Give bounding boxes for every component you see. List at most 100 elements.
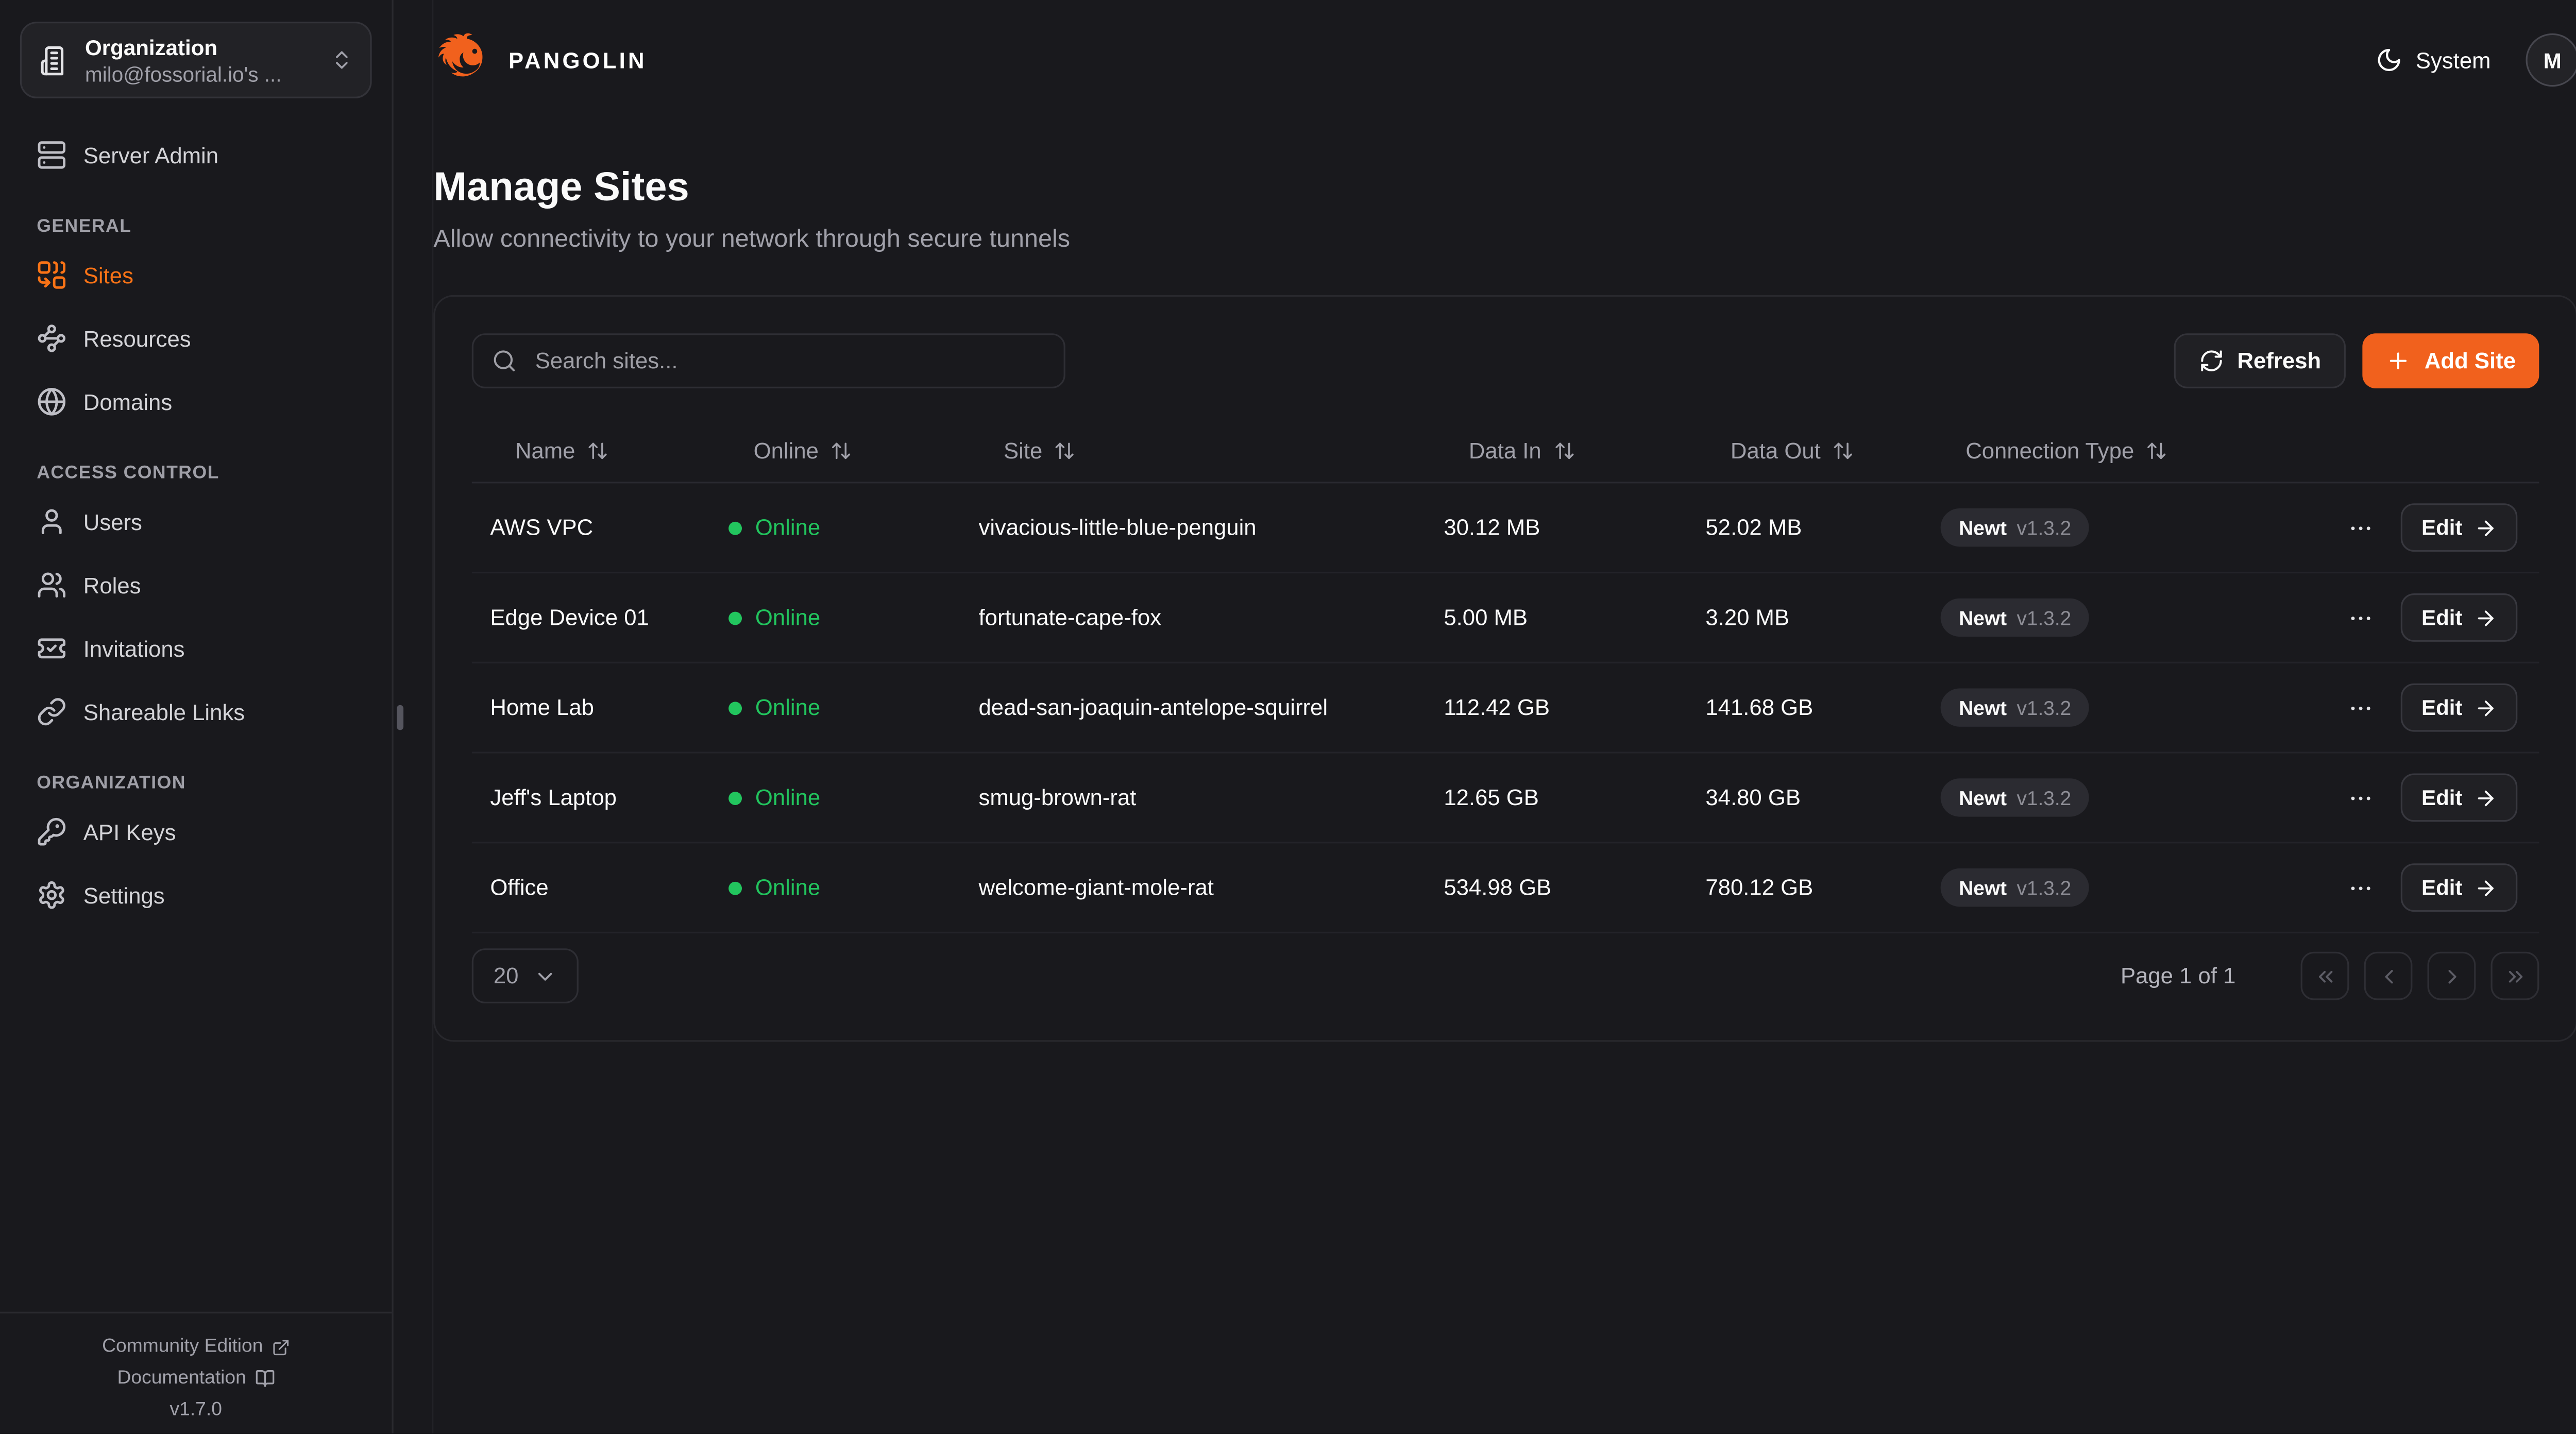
refresh-label: Refresh [2237, 348, 2321, 373]
data-out: 52.02 MB [1705, 515, 1802, 540]
chevrons-up-down-icon [330, 48, 353, 72]
theme-toggle[interactable]: System [2376, 47, 2491, 74]
site-slug: vivacious-little-blue-penguin [978, 515, 1257, 540]
site-name: Home Lab [490, 695, 594, 720]
row-menu-ellipsis-icon[interactable] [2348, 784, 2375, 811]
sidebar-section-organization: ORGANIZATION [37, 773, 186, 794]
column-header-data-out[interactable]: Data Out [1705, 437, 1940, 463]
sidebar-item-settings[interactable]: Settings [20, 874, 372, 917]
sidebar-item-label: Users [83, 509, 142, 535]
connection-type-badge: Newt v1.3.2 [1940, 508, 2090, 547]
status-badge: Online [728, 785, 978, 810]
sidebar-item-label: Sites [83, 262, 133, 288]
topbar: PANGOLIN System M [433, 0, 2576, 120]
row-menu-ellipsis-icon[interactable] [2348, 604, 2375, 631]
sidebar-item-api-keys[interactable]: API Keys [20, 810, 372, 853]
chevron-left-icon [2384, 969, 2393, 983]
globe-icon [37, 387, 66, 417]
site-slug: welcome-giant-mole-rat [978, 875, 1214, 900]
page-size-value: 20 [493, 963, 519, 988]
page-size-select[interactable]: 20 [471, 948, 579, 1004]
online-dot [728, 791, 742, 805]
edit-button[interactable]: Edit [2401, 773, 2518, 822]
online-dot [728, 701, 742, 714]
topbar-right: System M [2376, 35, 2576, 86]
documentation-link[interactable]: Documentation [117, 1369, 275, 1389]
column-header-site[interactable]: Site [979, 437, 1444, 463]
data-out: 3.20 MB [1705, 605, 1790, 630]
data-in: 5.00 MB [1444, 605, 1528, 630]
first-page-button[interactable] [2300, 951, 2349, 1000]
sidebar-item-label: Shareable Links [83, 699, 245, 725]
chevron-down-icon [534, 964, 557, 987]
arrow-right-icon [2474, 876, 2497, 899]
server-icon [37, 140, 66, 170]
edit-button[interactable]: Edit [2401, 863, 2518, 912]
site-name: AWS VPC [490, 515, 594, 540]
theme-label: System [2415, 47, 2491, 73]
sidebar-item-shareable-links[interactable]: Shareable Links [20, 690, 372, 733]
edit-button[interactable]: Edit [2401, 683, 2518, 732]
sidebar-item-label: Domains [83, 389, 173, 415]
sidebar-item-invitations[interactable]: Invitations [20, 627, 372, 670]
external-link-icon [272, 1338, 290, 1356]
sites-table-card: Refresh Add Site Name Online Site Data I… [433, 295, 2576, 1042]
sidebar-item-server-admin[interactable]: Server Admin [20, 133, 372, 177]
last-page-button[interactable] [2490, 951, 2539, 1000]
column-header-online[interactable]: Online [728, 437, 978, 463]
org-switcher-value: milo@fossorial.io's ... [85, 62, 282, 86]
key-icon [37, 817, 66, 847]
page-subtitle: Allow connectivity to your network throu… [433, 225, 1071, 253]
brand-wordmark: PANGOLIN [508, 47, 647, 73]
column-header-name[interactable]: Name [490, 437, 728, 463]
plus-icon [2386, 348, 2411, 373]
community-edition-link[interactable]: Community Edition [102, 1337, 290, 1357]
book-open-icon [255, 1369, 275, 1389]
online-dot [728, 610, 742, 624]
brand[interactable]: PANGOLIN [433, 30, 647, 90]
sidebar-item-users[interactable]: Users [20, 500, 372, 543]
sidebar-item-resources[interactable]: Resources [20, 317, 372, 360]
sidebar-item-label: API Keys [83, 819, 176, 845]
edit-button[interactable]: Edit [2401, 503, 2518, 552]
data-in: 30.12 MB [1444, 515, 1540, 540]
next-page-button[interactable] [2427, 951, 2476, 1000]
sidebar-resize-handle[interactable] [397, 705, 404, 730]
row-menu-ellipsis-icon[interactable] [2348, 694, 2375, 721]
org-switcher-texts: Organization milo@fossorial.io's ... [85, 32, 315, 88]
combine-icon [37, 260, 66, 290]
column-header-data-in[interactable]: Data In [1444, 437, 1705, 463]
arrow-right-icon [2474, 606, 2497, 629]
page-info: Page 1 of 1 [2120, 963, 2236, 988]
connection-type-badge: Newt v1.3.2 [1940, 688, 2090, 727]
data-out: 780.12 GB [1705, 875, 1814, 900]
status-badge: Online [728, 695, 978, 720]
row-menu-ellipsis-icon[interactable] [2348, 874, 2375, 901]
sidebar-section-access-control: ACCESS CONTROL [37, 463, 219, 484]
chevron-right-icon [2447, 969, 2456, 983]
column-header-connection-type[interactable]: Connection Type [1941, 437, 2324, 463]
data-out: 34.80 GB [1705, 785, 1801, 810]
edit-button[interactable]: Edit [2401, 593, 2518, 642]
refresh-button[interactable]: Refresh [2174, 333, 2346, 388]
sidebar-item-domains[interactable]: Domains [20, 380, 372, 423]
connection-type-badge: Newt v1.3.2 [1940, 598, 2090, 637]
prev-page-button[interactable] [2364, 951, 2413, 1000]
sidebar-item-sites[interactable]: Sites [20, 253, 372, 297]
row-menu-ellipsis-icon[interactable] [2348, 514, 2375, 541]
connection-type-badge: Newt v1.3.2 [1940, 868, 2090, 907]
pager: Page 1 of 1 [2120, 951, 2539, 1000]
site-slug: fortunate-cape-fox [978, 605, 1162, 630]
status-badge: Online [728, 515, 978, 540]
add-site-button[interactable]: Add Site [2363, 333, 2539, 388]
sort-icon [1554, 441, 1573, 458]
search-input[interactable] [532, 347, 1045, 375]
pangolin-logo-icon [433, 30, 493, 90]
org-switcher[interactable]: Organization milo@fossorial.io's ... [20, 22, 372, 98]
avatar[interactable]: M [2527, 35, 2576, 86]
sidebar-item-roles[interactable]: Roles [20, 564, 372, 607]
sidebar-item-label: Roles [83, 572, 141, 598]
ticket-check-icon [37, 634, 66, 663]
search-box[interactable] [471, 333, 1065, 388]
sort-icon [832, 441, 851, 458]
